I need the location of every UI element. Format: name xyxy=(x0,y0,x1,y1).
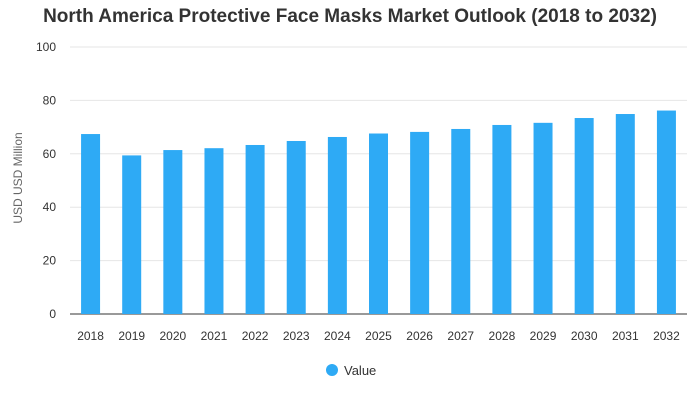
bar-2020[interactable] xyxy=(163,150,183,314)
x-tick-label: 2023 xyxy=(283,329,310,343)
bar-2027[interactable] xyxy=(451,128,471,314)
x-tick-label: 2027 xyxy=(447,329,474,343)
y-tick-label: 60 xyxy=(43,147,57,161)
bar-2023[interactable] xyxy=(286,140,306,314)
bar-2031[interactable] xyxy=(615,114,635,314)
x-tick-label: 2029 xyxy=(530,329,557,343)
legend[interactable]: Value xyxy=(326,363,376,378)
x-tick-label: 2024 xyxy=(324,329,351,343)
y-tick-label: 20 xyxy=(43,254,57,268)
bar-2030[interactable] xyxy=(574,118,594,314)
x-tick-label: 2020 xyxy=(159,329,186,343)
bar-2019[interactable] xyxy=(122,155,142,314)
bar-2018[interactable] xyxy=(81,134,101,314)
x-tick-label: 2032 xyxy=(653,329,680,343)
bar-2028[interactable] xyxy=(492,124,512,315)
legend-label-value: Value xyxy=(344,363,376,378)
x-tick-label: 2030 xyxy=(571,329,598,343)
x-tick-label: 2018 xyxy=(77,329,104,343)
y-tick-label: 80 xyxy=(43,93,57,107)
x-tick-label: 2031 xyxy=(612,329,639,343)
legend-marker-value xyxy=(326,364,338,376)
x-tick-label: 2025 xyxy=(365,329,392,343)
bar-2032[interactable] xyxy=(656,110,676,315)
x-tick-label: 2021 xyxy=(201,329,228,343)
bar-2022[interactable] xyxy=(245,144,265,314)
bar-2024[interactable] xyxy=(327,136,347,314)
x-tick-label: 2026 xyxy=(406,329,433,343)
bar-2021[interactable] xyxy=(204,148,224,314)
y-tick-label: 100 xyxy=(36,40,56,54)
y-tick-label: 0 xyxy=(49,307,56,321)
bars xyxy=(81,110,676,315)
x-tick-label: 2022 xyxy=(242,329,269,343)
x-axis-ticks: 2018 2019 2020 2021 2022 2023 2024 2025 2026 2027… xyxy=(77,329,680,343)
bar-2026[interactable] xyxy=(410,131,430,314)
bar-2029[interactable] xyxy=(533,122,553,314)
y-axis-ticks: 0 20 40 60 80 100 xyxy=(36,40,56,321)
bar-2025[interactable] xyxy=(369,133,388,314)
x-tick-label: 2019 xyxy=(118,329,145,343)
y-tick-label: 40 xyxy=(43,200,57,214)
y-axis-title: USD USD Million xyxy=(11,132,25,223)
chart-title: North America Protective Face Masks Mark… xyxy=(43,6,657,27)
x-tick-label: 2028 xyxy=(489,329,516,343)
